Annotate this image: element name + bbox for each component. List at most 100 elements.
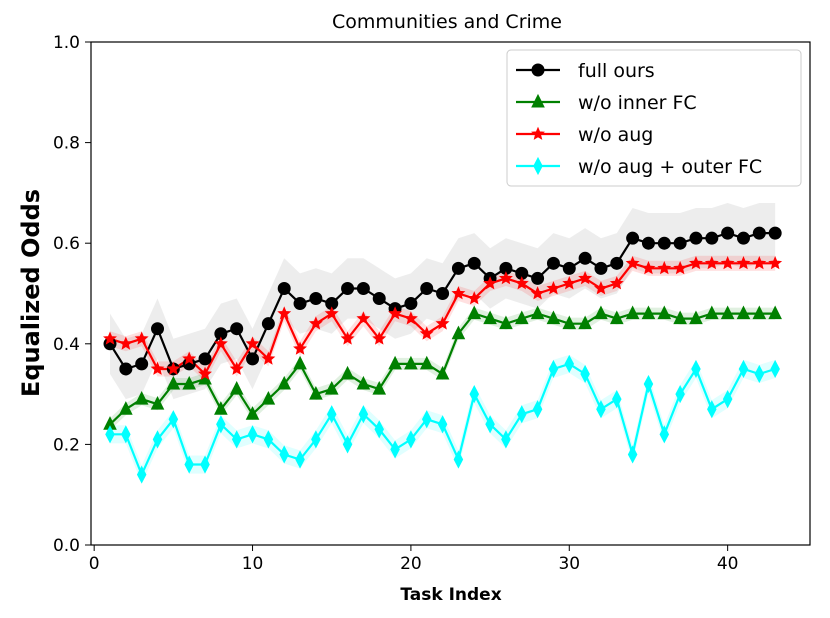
point-w-o-aug [641, 261, 656, 275]
point-full-ours [451, 261, 465, 275]
point-w-o-aug-outer-fc [643, 374, 654, 394]
point-w-o-aug-outer-fc [691, 359, 701, 379]
point-full-ours [246, 352, 260, 366]
point-w-o-inner-fc [356, 375, 371, 390]
point-w-o-aug [134, 331, 149, 345]
point-w-o-inner-fc [214, 401, 228, 415]
point-w-o-inner-fc [150, 396, 165, 410]
point-w-o-aug-outer-fc [168, 410, 179, 429]
point-w-o-inner-fc [388, 355, 402, 370]
point-w-o-inner-fc [673, 310, 687, 325]
point-full-ours [594, 261, 608, 275]
point-full-ours [135, 357, 149, 371]
point-full-ours [531, 271, 545, 285]
point-w-o-aug [562, 276, 577, 290]
point-w-o-aug [308, 316, 323, 330]
point-w-o-inner-fc [309, 385, 323, 400]
point-w-o-aug-outer-fc [770, 359, 780, 379]
point-w-o-aug-outer-fc [200, 455, 210, 474]
point-w-o-aug-outer-fc [263, 430, 274, 449]
legend-label-full-ours: full ours [578, 60, 655, 82]
point-w-o-aug [213, 336, 228, 350]
point-full-ours [736, 231, 750, 245]
point-w-o-aug [594, 281, 608, 295]
point-full-ours [198, 352, 212, 366]
point-w-o-aug-outer-fc [437, 415, 448, 434]
point-w-o-aug-outer-fc [469, 385, 480, 404]
point-full-ours [293, 297, 307, 311]
x-tick-label: 10 [242, 554, 264, 574]
point-w-o-aug-outer-fc [216, 415, 226, 434]
point-w-o-aug-outer-fc [548, 359, 559, 379]
point-w-o-inner-fc [736, 305, 751, 320]
point-full-ours [768, 226, 782, 240]
point-w-o-aug-outer-fc [342, 435, 353, 454]
point-w-o-aug [736, 256, 751, 270]
point-w-o-aug-outer-fc [627, 445, 638, 464]
point-w-o-aug [293, 341, 307, 355]
y-tick-label: 0.2 [53, 435, 80, 455]
y-axis: 0.0 0.2 0.4 0.6 0.8 1.0 [53, 33, 91, 556]
point-full-ours [420, 281, 434, 295]
legend-marker-w-o-aug [531, 126, 545, 140]
point-w-o-inner-fc [166, 375, 181, 390]
point-full-ours [467, 256, 481, 270]
point-w-o-inner-fc [182, 375, 196, 390]
point-full-ours [562, 261, 576, 275]
point-w-o-inner-fc [483, 310, 497, 325]
point-w-o-aug [625, 256, 640, 270]
point-w-o-aug-outer-fc [659, 425, 670, 444]
point-w-o-aug [245, 336, 260, 350]
point-w-o-aug [182, 351, 197, 365]
legend-marker-w-o-aug-outer-fc [533, 156, 543, 176]
point-w-o-aug-outer-fc [390, 440, 400, 459]
point-w-o-aug [768, 256, 783, 270]
point-full-ours [578, 251, 592, 265]
plot-frame [90, 41, 811, 546]
point-w-o-inner-fc [261, 391, 276, 405]
point-w-o-inner-fc [404, 355, 418, 370]
point-w-o-aug [419, 326, 434, 340]
point-w-o-aug-outer-fc [152, 430, 163, 449]
legend-label-w-o-inner-fc: w/o inner FC [578, 92, 697, 114]
point-full-ours [261, 317, 275, 331]
point-w-o-inner-fc [546, 310, 561, 325]
point-w-o-aug [261, 351, 276, 365]
point-w-o-aug [103, 331, 117, 345]
legend: full ours w/o inner FC w/o aug w/o aug + ou… [506, 49, 802, 187]
point-w-o-inner-fc [499, 315, 513, 330]
point-w-o-aug [609, 276, 624, 290]
point-w-o-inner-fc [625, 305, 640, 320]
point-w-o-inner-fc [705, 305, 719, 320]
point-full-ours [436, 287, 450, 300]
point-w-o-aug-outer-fc [247, 425, 258, 444]
x-tick-label: 40 [717, 554, 739, 574]
point-w-o-inner-fc [340, 365, 355, 380]
point-w-o-aug-outer-fc [358, 405, 369, 424]
y-tick-label: 0.8 [53, 134, 80, 154]
chart-title: Communities and Crime [332, 11, 562, 33]
y-tick-label: 0.4 [53, 335, 80, 355]
point-full-ours [119, 362, 133, 376]
point-full-ours [404, 297, 418, 311]
point-w-o-aug-outer-fc [580, 364, 590, 384]
point-w-o-aug [498, 271, 513, 285]
point-w-o-aug-outer-fc [121, 425, 131, 444]
point-full-ours [277, 281, 291, 295]
point-w-o-aug [356, 311, 371, 325]
point-full-ours [752, 226, 766, 240]
point-w-o-aug-outer-fc [105, 425, 115, 444]
point-w-o-aug-outer-fc [184, 455, 194, 474]
point-w-o-inner-fc [435, 365, 450, 380]
point-w-o-aug [578, 271, 593, 285]
legend-label-w-o-aug-outer-fc: w/o aug + outer FC [578, 156, 762, 178]
point-w-o-aug-outer-fc [517, 405, 527, 424]
y-tick-label: 1.0 [53, 33, 80, 53]
point-w-o-inner-fc [372, 380, 387, 395]
point-w-o-aug-outer-fc [453, 450, 464, 469]
point-full-ours [151, 322, 165, 336]
series-markers [103, 226, 783, 484]
point-w-o-aug [451, 286, 466, 300]
point-w-o-inner-fc [245, 406, 260, 420]
